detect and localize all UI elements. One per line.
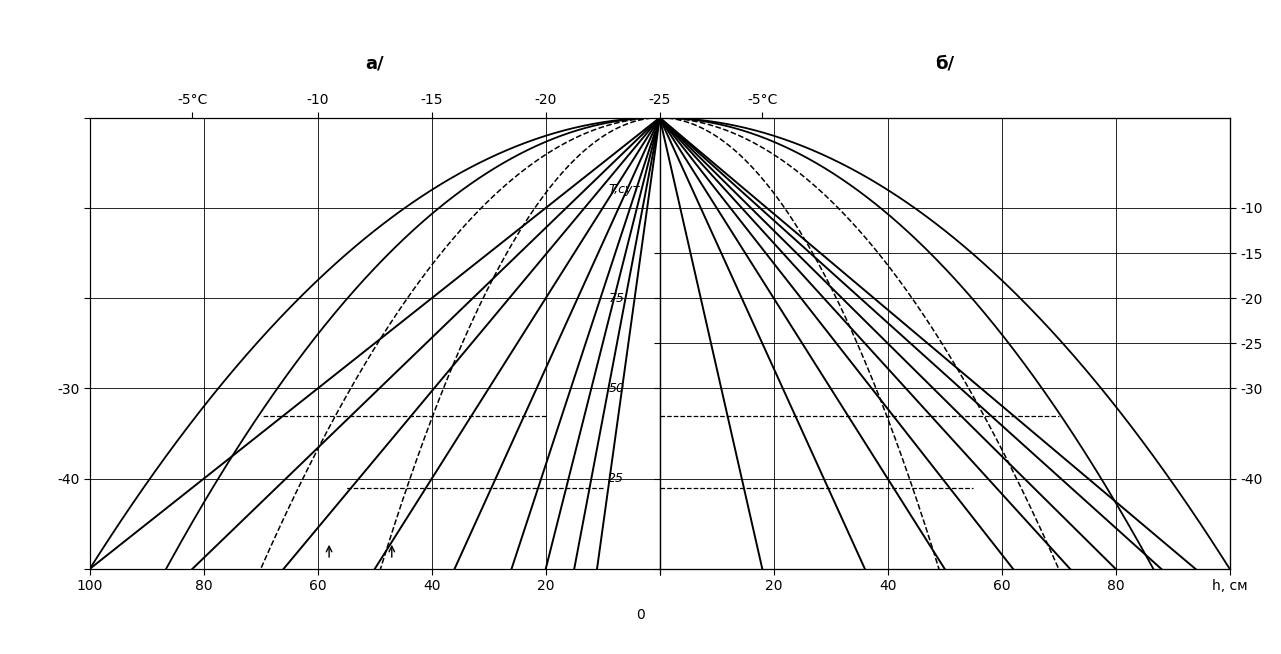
Text: 0: 0 — [637, 608, 644, 622]
Title: а/: а/ — [365, 54, 384, 73]
Text: T,сут: T,сут — [608, 183, 640, 196]
Title: б/: б/ — [935, 54, 954, 73]
Text: 75: 75 — [608, 292, 624, 305]
Text: 50: 50 — [608, 382, 624, 395]
Text: 25: 25 — [608, 472, 624, 485]
